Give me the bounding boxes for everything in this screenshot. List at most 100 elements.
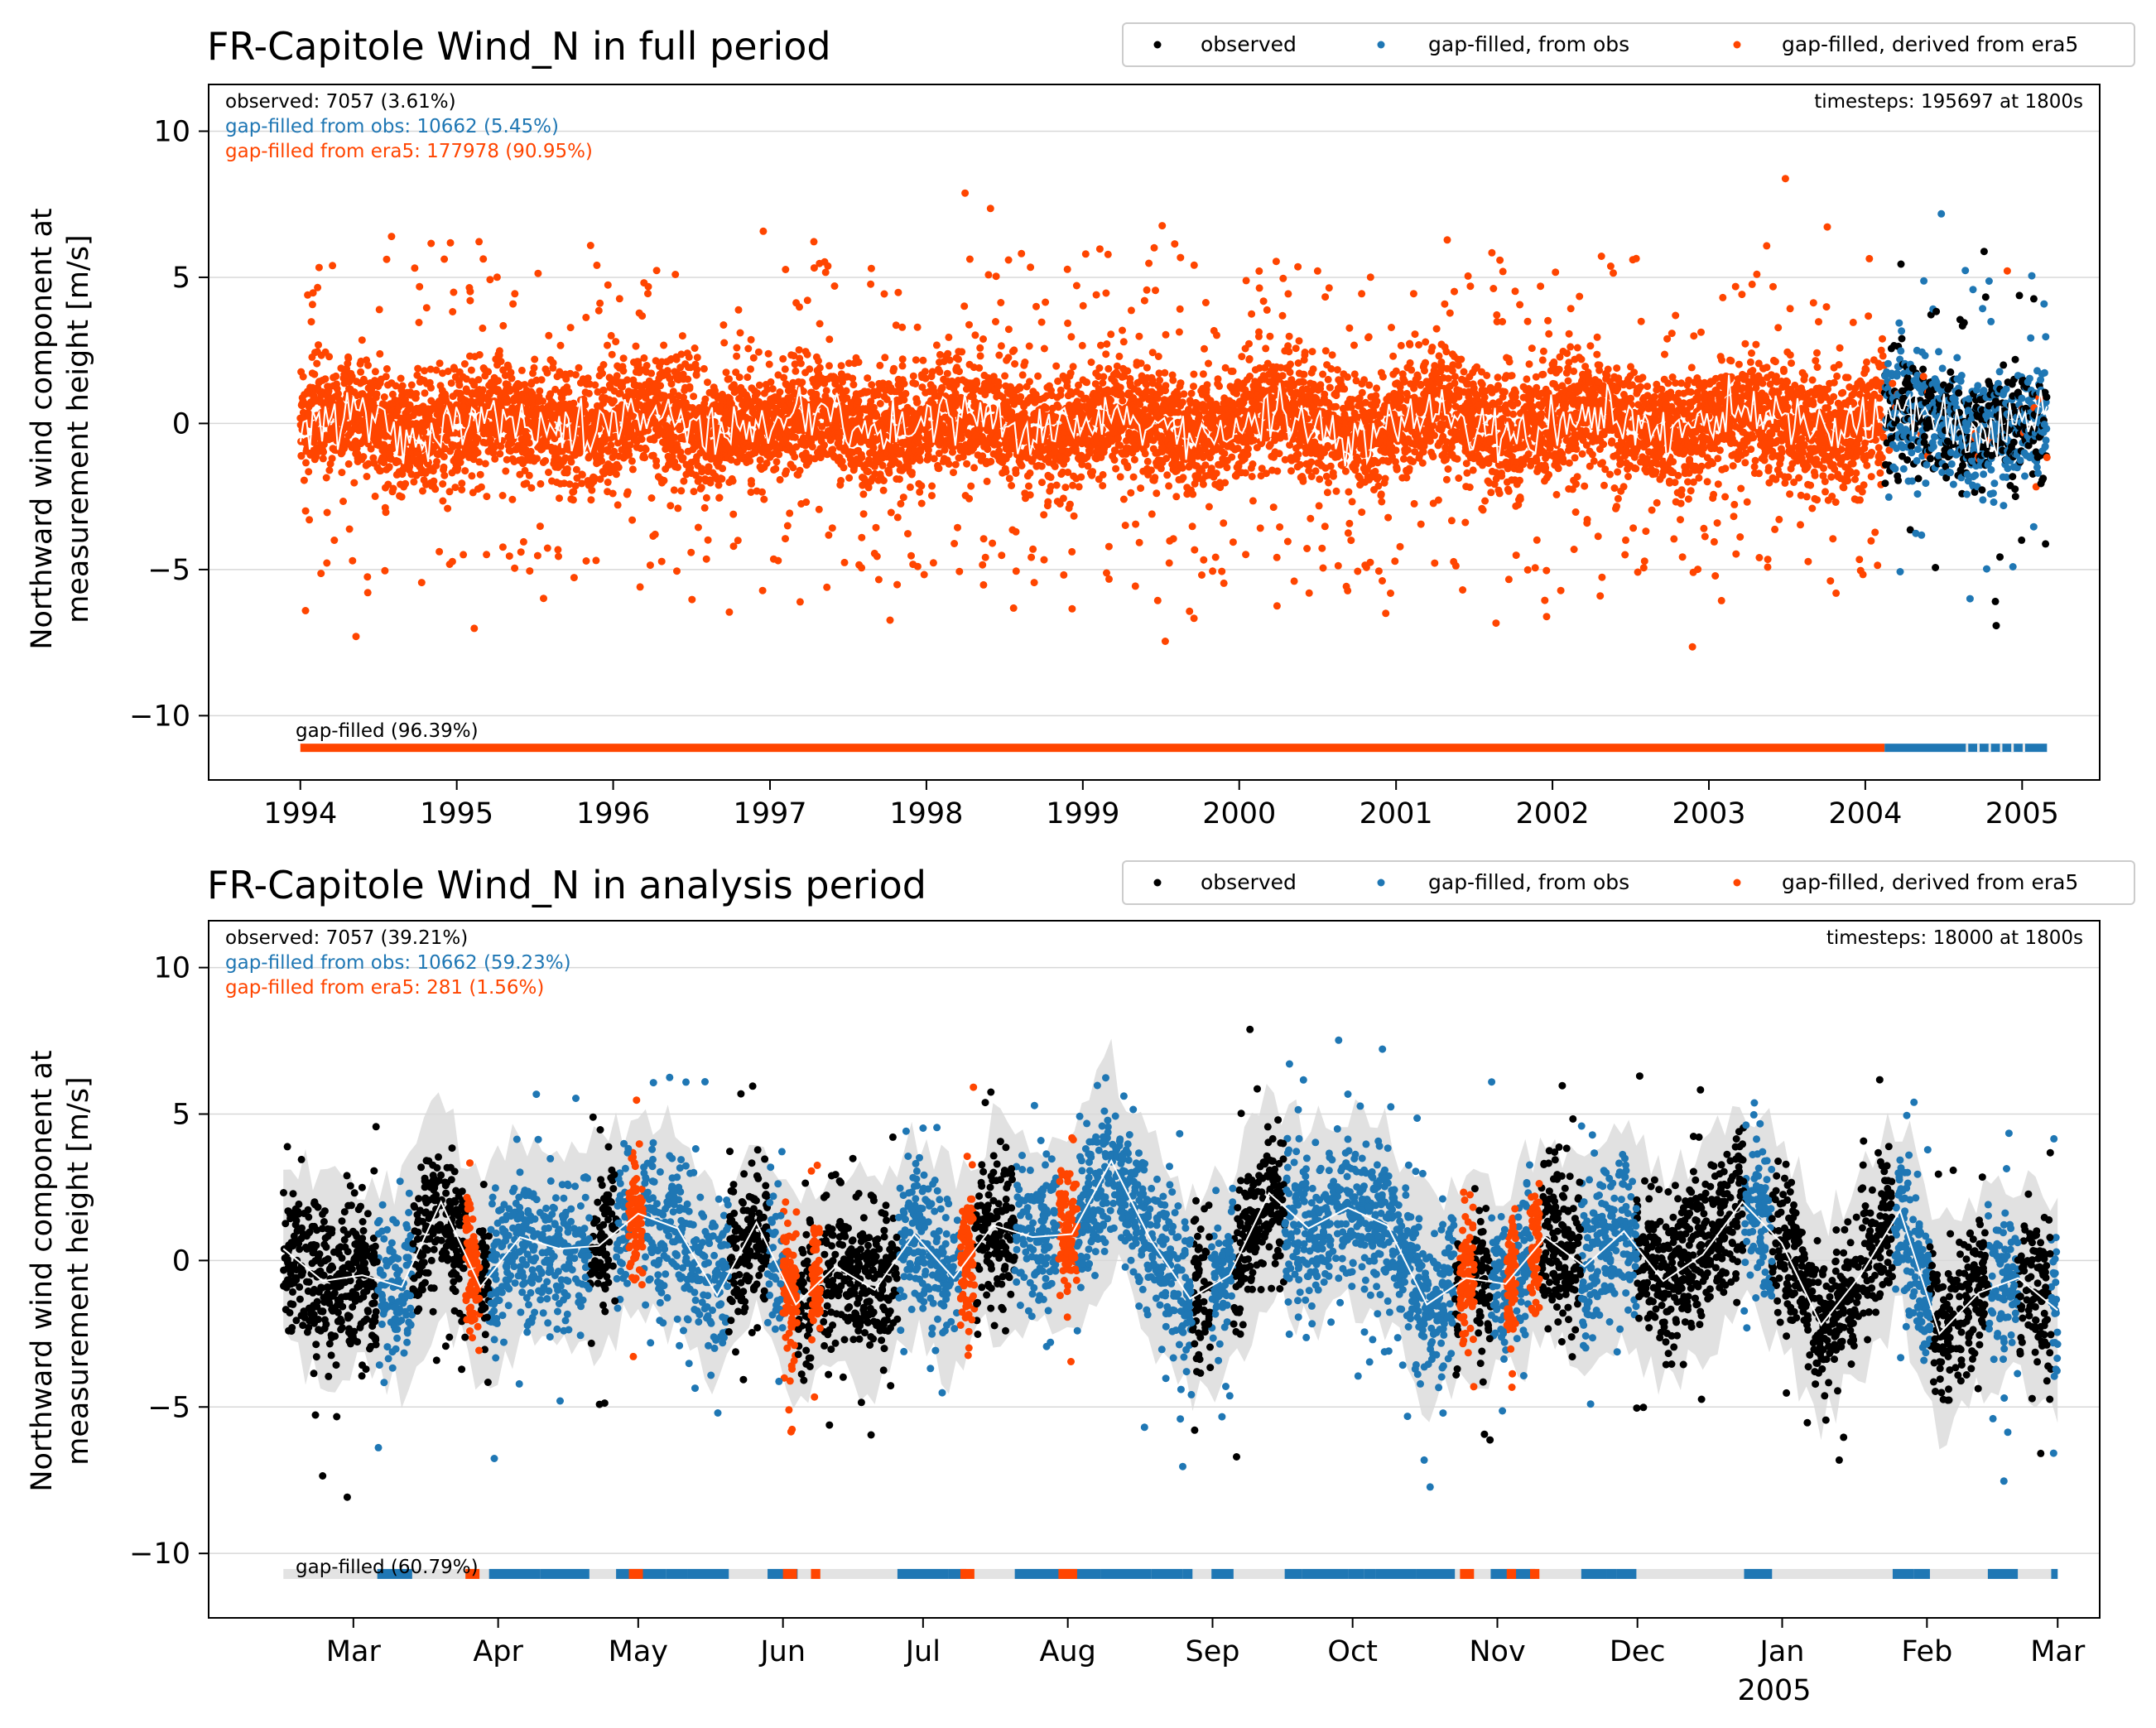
data-point xyxy=(440,463,448,471)
data-point xyxy=(398,382,407,390)
data-point xyxy=(1220,579,1228,587)
data-point xyxy=(565,387,573,396)
data-point xyxy=(468,472,476,480)
data-point xyxy=(647,369,656,378)
data-point xyxy=(1042,298,1050,306)
data-point xyxy=(545,469,552,476)
data-point xyxy=(702,555,710,563)
data-point xyxy=(419,487,426,495)
data-point xyxy=(414,364,422,373)
data-point xyxy=(349,556,357,565)
data-point xyxy=(1229,367,1237,375)
data-point xyxy=(976,352,984,360)
data-point xyxy=(776,475,784,484)
data-point xyxy=(1150,243,1158,252)
data-point xyxy=(704,536,712,544)
data-point xyxy=(407,381,416,389)
data-point xyxy=(671,271,680,278)
data-point xyxy=(486,276,494,284)
data-point xyxy=(919,356,927,364)
data-point xyxy=(604,479,612,486)
data-point xyxy=(674,463,682,471)
data-point xyxy=(325,353,334,361)
data-point xyxy=(1248,310,1256,318)
data-point xyxy=(332,372,340,380)
data-point xyxy=(1078,341,1086,349)
data-point xyxy=(879,477,888,484)
data-point xyxy=(744,344,753,353)
data-point xyxy=(636,583,644,591)
data-point xyxy=(474,449,482,457)
data-point xyxy=(789,464,797,472)
data-point xyxy=(599,361,608,368)
data-point xyxy=(526,567,534,575)
data-point xyxy=(439,497,447,505)
data-point xyxy=(310,370,319,378)
data-point xyxy=(823,583,831,591)
data-point xyxy=(1069,363,1077,371)
data-point xyxy=(422,304,431,312)
data-point xyxy=(1259,297,1268,306)
data-point xyxy=(900,380,908,387)
data-point xyxy=(1143,286,1151,294)
data-point xyxy=(474,376,483,384)
data-point xyxy=(1027,553,1036,561)
data-point xyxy=(674,504,682,513)
data-point xyxy=(614,501,622,509)
data-point xyxy=(348,373,356,381)
data-point xyxy=(1255,267,1263,275)
data-point xyxy=(915,433,923,441)
data-point xyxy=(609,489,617,498)
data-point xyxy=(1066,500,1074,508)
data-point xyxy=(747,365,754,373)
data-point xyxy=(449,308,457,315)
data-point xyxy=(387,233,396,241)
data-point xyxy=(644,290,652,298)
data-point xyxy=(1245,339,1253,348)
data-point xyxy=(704,378,711,387)
data-point xyxy=(305,468,313,476)
data-point xyxy=(640,354,648,362)
data-point xyxy=(694,523,702,532)
data-point xyxy=(435,426,443,435)
data-point xyxy=(1047,473,1055,481)
data-point xyxy=(1203,381,1211,389)
data-point xyxy=(1126,374,1134,383)
data-point xyxy=(729,510,738,518)
data-point xyxy=(1198,571,1206,579)
data-point xyxy=(1162,330,1170,339)
data-point xyxy=(1052,481,1061,489)
data-point xyxy=(691,344,699,352)
data-point xyxy=(652,461,661,469)
data-point xyxy=(984,271,993,279)
data-point xyxy=(581,401,590,409)
data-point xyxy=(1242,277,1250,285)
data-point xyxy=(872,523,880,532)
data-point xyxy=(1161,368,1169,377)
data-point xyxy=(830,282,839,290)
data-point xyxy=(806,365,814,373)
data-point xyxy=(596,299,604,307)
data-point xyxy=(900,396,908,404)
data-point xyxy=(1095,364,1104,372)
data-point xyxy=(371,368,379,376)
data-point xyxy=(920,570,928,579)
data-point xyxy=(992,272,1000,281)
data-point xyxy=(310,438,318,446)
data-point xyxy=(543,368,551,377)
data-point xyxy=(792,367,800,375)
data-point xyxy=(979,535,988,543)
data-point xyxy=(647,494,656,502)
panel-title: FR-Capitole Wind_N in full period xyxy=(207,24,831,69)
data-point xyxy=(417,579,426,587)
data-point xyxy=(928,482,936,490)
data-point xyxy=(1124,464,1132,472)
data-point xyxy=(1148,510,1156,518)
data-point xyxy=(907,469,916,477)
data-point xyxy=(1026,378,1033,386)
data-point xyxy=(447,379,455,387)
data-point xyxy=(1161,638,1169,645)
data-point xyxy=(1119,397,1127,405)
data-point xyxy=(1107,396,1114,404)
data-point xyxy=(458,479,466,488)
